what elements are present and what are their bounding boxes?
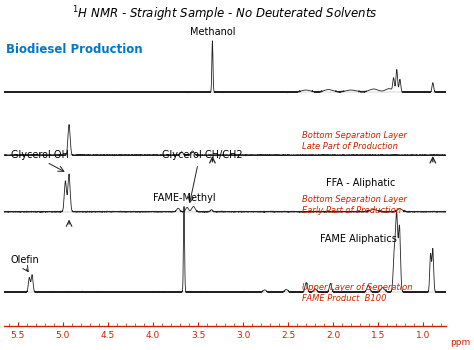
Text: Bottom Separation Layer
Late Part of Production: Bottom Separation Layer Late Part of Pro… — [301, 131, 407, 151]
Text: Bottom Separation Layer
Early Part of Production: Bottom Separation Layer Early Part of Pr… — [301, 195, 407, 215]
Text: ppm: ppm — [450, 338, 471, 347]
Text: FAME Aliphatics: FAME Aliphatics — [320, 234, 397, 244]
Text: Olefin: Olefin — [10, 256, 39, 265]
Title: $^1$H NMR - Straight Sample - No Deuterated Solvents: $^1$H NMR - Straight Sample - No Deutera… — [72, 4, 378, 24]
Text: FAME-Methyl: FAME-Methyl — [153, 193, 215, 203]
Text: FFA - Aliphatic: FFA - Aliphatic — [326, 178, 395, 188]
Text: Methanol: Methanol — [190, 27, 235, 37]
Text: Biodiesel Production: Biodiesel Production — [6, 43, 143, 56]
Text: Glycerol CH/CH2: Glycerol CH/CH2 — [162, 150, 243, 160]
Text: Glycerol OH: Glycerol OH — [11, 150, 69, 160]
Text: Upper Layer of Seperation
FAME Product  B100: Upper Layer of Seperation FAME Product B… — [301, 282, 412, 303]
